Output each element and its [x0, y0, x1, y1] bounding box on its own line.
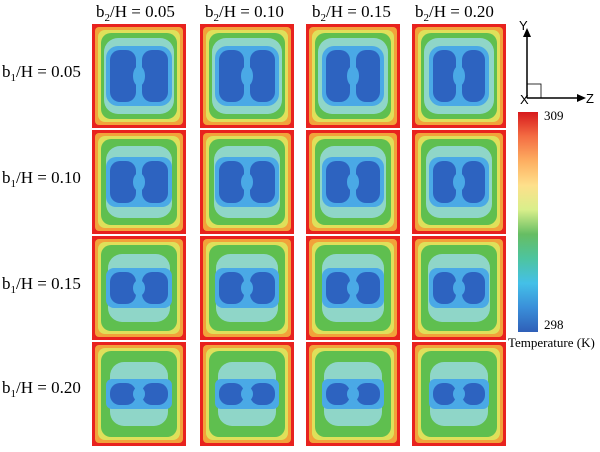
contour-panel-r1-c3 — [306, 24, 400, 128]
colorbar-max-label: 309 — [544, 108, 564, 123]
column-header-2: b2/H = 0.10 — [205, 2, 284, 24]
contour-panel-r4-c3 — [306, 342, 400, 446]
contour-panel-r2-c3 — [306, 130, 400, 234]
axis-triad — [523, 28, 586, 102]
cold-lobe-right — [142, 383, 168, 405]
cold-lobe-right — [250, 383, 275, 405]
cold-lobe-left — [433, 50, 456, 102]
column-header-4: b2/H = 0.20 — [415, 2, 494, 24]
center-notch — [453, 173, 465, 191]
contour-panel-r3-c3 — [306, 236, 400, 340]
cold-lobe-right — [142, 272, 168, 304]
cold-lobe-left — [110, 50, 136, 102]
cold-lobe-right — [250, 272, 275, 304]
cold-lobe-right — [356, 50, 380, 102]
cold-lobe-right — [462, 272, 485, 304]
cold-lobe-left — [326, 50, 350, 102]
cold-lobe-right — [462, 383, 485, 405]
cold-lobe-left — [219, 50, 244, 102]
column-header-1: b2/H = 0.05 — [96, 2, 175, 24]
cold-lobe-left — [326, 272, 350, 304]
center-notch — [241, 66, 253, 86]
row-header-3: b1/H = 0.15 — [2, 274, 81, 296]
contour-panel-r1-c2 — [200, 24, 294, 128]
contour-panel-r4-c2 — [200, 342, 294, 446]
contour-panel-r2-c4 — [412, 130, 506, 234]
row-header-4: b1/H = 0.20 — [2, 378, 81, 400]
row-header-1: b1/H = 0.05 — [2, 62, 81, 84]
colorbar-min-label: 298 — [544, 317, 564, 332]
center-notch — [347, 66, 359, 86]
center-notch — [133, 66, 145, 86]
contour-panel-r1-c1 — [92, 24, 186, 128]
cold-lobe-left — [433, 161, 456, 203]
cold-lobe-left — [219, 272, 244, 304]
temperature-colorbar — [518, 112, 538, 332]
cold-lobe-left — [326, 383, 350, 405]
cold-lobe-right — [250, 50, 275, 102]
cold-lobe-right — [356, 272, 380, 304]
cold-lobe-right — [356, 161, 380, 203]
cold-lobe-right — [462, 50, 485, 102]
row-header-2: b1/H = 0.10 — [2, 168, 81, 190]
contour-panel-r3-c2 — [200, 236, 294, 340]
contour-panel-r2-c2 — [200, 130, 294, 234]
cold-lobe-left — [219, 161, 244, 203]
cold-lobe-left — [110, 383, 136, 405]
center-notch — [347, 387, 359, 401]
z-axis-label: Z — [586, 91, 594, 106]
center-notch — [133, 387, 145, 401]
z-axis-arrow — [577, 94, 586, 102]
contour-panel-r2-c1 — [92, 130, 186, 234]
x-axis-label: X — [520, 92, 529, 107]
cold-lobe-right — [462, 161, 485, 203]
cold-lobe-right — [142, 161, 168, 203]
cold-lobe-left — [326, 161, 350, 203]
center-notch — [133, 173, 145, 191]
contour-panel-r3-c1 — [92, 236, 186, 340]
center-notch — [241, 173, 253, 191]
cold-lobe-left — [219, 383, 244, 405]
cold-lobe-left — [110, 272, 136, 304]
cold-lobe-right — [142, 50, 168, 102]
contour-panel-r3-c4 — [412, 236, 506, 340]
y-axis-label: Y — [519, 18, 528, 33]
cold-lobe-left — [110, 161, 136, 203]
center-notch — [347, 280, 359, 296]
contour-panel-r4-c1 — [92, 342, 186, 446]
colorbar-title: Temperature (K) — [508, 335, 595, 350]
center-notch — [453, 66, 465, 86]
axis-corner-box — [526, 83, 542, 99]
center-notch — [453, 280, 465, 296]
cold-lobe-right — [250, 161, 275, 203]
cold-lobe-left — [433, 383, 456, 405]
center-notch — [241, 387, 253, 401]
center-notch — [453, 387, 465, 401]
column-header-3: b2/H = 0.15 — [312, 2, 391, 24]
cold-lobe-left — [433, 272, 456, 304]
contour-panel-r1-c4 — [412, 24, 506, 128]
cold-lobe-right — [356, 383, 380, 405]
y-axis-arrow — [523, 28, 531, 37]
center-notch — [347, 173, 359, 191]
center-notch — [133, 280, 145, 296]
contour-panel-r4-c4 — [412, 342, 506, 446]
center-notch — [241, 280, 253, 296]
